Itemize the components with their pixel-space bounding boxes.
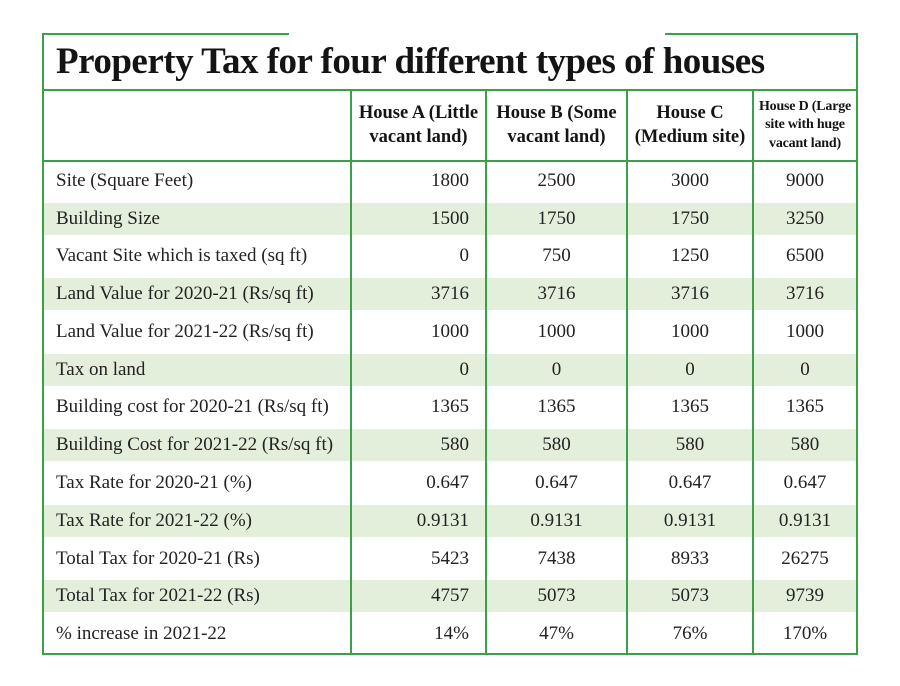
row-label: Land Value for 2020-21 (Rs/sq ft): [56, 283, 314, 305]
row-label: Tax on land: [56, 358, 146, 380]
table-row: Vacant Site which is taxed (sq ft) 0 750 12…: [44, 237, 856, 276]
table-row: Site (Square Feet) 1800 2500 3000 9000: [44, 162, 856, 200]
table-row: Tax on land 0 0 0 0: [44, 350, 856, 389]
row-label: Tax Rate for 2020-21 (%): [56, 472, 252, 493]
value-cell: 5423: [350, 539, 485, 578]
row-label: Vacant Site which is taxed (sq ft): [56, 245, 308, 267]
header-cell-house-c: House C (Medium site): [626, 91, 752, 160]
value-cell: 1000: [350, 313, 485, 351]
table-header-row: House A (Little vacant land) House B (So…: [44, 91, 856, 162]
row-label: Building cost for 2020-21 (Rs/sq ft): [56, 396, 329, 418]
row-label: Building Cost for 2021-22 (Rs/sq ft): [56, 434, 334, 456]
value-cell: 0: [752, 350, 856, 389]
value-cell: 580: [752, 426, 856, 465]
value-cell: 1250: [626, 237, 752, 276]
value-cell: 2500: [485, 162, 626, 200]
value-cell: 5073: [485, 577, 626, 616]
table-row: % increase in 2021-22 14% 47% 76% 170%: [44, 615, 856, 653]
value-cell: 3716: [485, 275, 626, 314]
row-label: Building Size: [56, 207, 160, 229]
value-cell: 3716: [350, 275, 485, 314]
table-row: Total Tax for 2020-21 (Rs) 5423 7438 8933 26…: [44, 539, 856, 578]
table-row: Building cost for 2020-21 (Rs/sq ft) 1365…: [44, 388, 856, 427]
value-cell: 5073: [626, 577, 752, 616]
value-cell: 47%: [485, 615, 626, 653]
header-cell-house-b: House B (Some vacant land): [485, 91, 626, 160]
row-label: Land Value for 2021-22 (Rs/sq ft): [56, 320, 314, 342]
value-cell: 76%: [626, 615, 752, 653]
value-cell: 1500: [350, 199, 485, 238]
value-cell: 0: [626, 350, 752, 389]
value-cell: 1365: [485, 388, 626, 427]
table-body: Site (Square Feet) 1800 2500 3000 9000 Buildi…: [44, 162, 856, 653]
value-cell: 6500: [752, 237, 856, 276]
value-cell: 0: [485, 350, 626, 389]
value-cell: 3716: [626, 275, 752, 314]
table-row: Total Tax for 2021-22 (Rs) 4757 5073 5073 97…: [44, 577, 856, 616]
value-cell: 0.9131: [626, 501, 752, 540]
value-cell: 1800: [350, 162, 485, 200]
table-row: Building Cost for 2021-22 (Rs/sq ft) 580 5…: [44, 426, 856, 465]
value-cell: 0: [350, 237, 485, 276]
row-label: Tax Rate for 2021-22 (%): [56, 509, 252, 531]
value-cell: 9739: [752, 577, 856, 616]
value-cell: 170%: [752, 615, 856, 653]
value-cell: 750: [485, 237, 626, 276]
value-cell: 580: [350, 426, 485, 465]
value-cell: 0.647: [350, 464, 485, 502]
value-cell: 1000: [752, 313, 856, 351]
title-top-border-left-segment: [44, 33, 289, 35]
value-cell: 1750: [485, 199, 626, 238]
row-label: % increase in 2021-22: [56, 623, 227, 645]
title-bar: Property Tax for four different types of…: [44, 33, 856, 91]
value-cell: 14%: [350, 615, 485, 653]
row-label: Total Tax for 2021-22 (Rs): [56, 585, 260, 607]
value-cell: 1365: [752, 388, 856, 427]
table-row: Land Value for 2020-21 (Rs/sq ft) 3716 371…: [44, 275, 856, 314]
value-cell: 0.647: [485, 464, 626, 502]
value-cell: 0.9131: [485, 501, 626, 540]
table-row: Tax Rate for 2020-21 (%) 0.647 0.647 0.647 0…: [44, 464, 856, 502]
value-cell: 3000: [626, 162, 752, 200]
value-cell: 1000: [626, 313, 752, 351]
row-label: Site (Square Feet): [56, 169, 194, 191]
value-cell: 0.9131: [752, 501, 856, 540]
value-cell: 0.647: [752, 464, 856, 502]
value-cell: 1750: [626, 199, 752, 238]
value-cell: 580: [626, 426, 752, 465]
value-cell: 26275: [752, 539, 856, 578]
table-row: Tax Rate for 2021-22 (%) 0.9131 0.9131 0.91…: [44, 501, 856, 540]
header-cell-house-d: House D (Large site with huge vacant lan…: [752, 91, 856, 160]
value-cell: 580: [485, 426, 626, 465]
row-label: Total Tax for 2020-21 (Rs): [56, 547, 260, 569]
property-tax-table: Property Tax for four different types of…: [42, 33, 858, 655]
value-cell: 0.647: [626, 464, 752, 502]
value-cell: 1000: [485, 313, 626, 351]
value-cell: 3716: [752, 275, 856, 314]
value-cell: 0: [350, 350, 485, 389]
value-cell: 0.9131: [350, 501, 485, 540]
value-cell: 1365: [350, 388, 485, 427]
table-row: Building Size 1500 1750 1750 3250: [44, 199, 856, 238]
value-cell: 4757: [350, 577, 485, 616]
value-cell: 1365: [626, 388, 752, 427]
header-cell-empty: [44, 91, 350, 160]
value-cell: 7438: [485, 539, 626, 578]
value-cell: 8933: [626, 539, 752, 578]
value-cell: 9000: [752, 162, 856, 200]
table-title: Property Tax for four different types of…: [56, 40, 765, 82]
title-top-border-right-segment: [665, 33, 856, 35]
value-cell: 3250: [752, 199, 856, 238]
table-row: Land Value for 2021-22 (Rs/sq ft) 1000 100…: [44, 313, 856, 351]
header-cell-house-a: House A (Little vacant land): [350, 91, 485, 160]
